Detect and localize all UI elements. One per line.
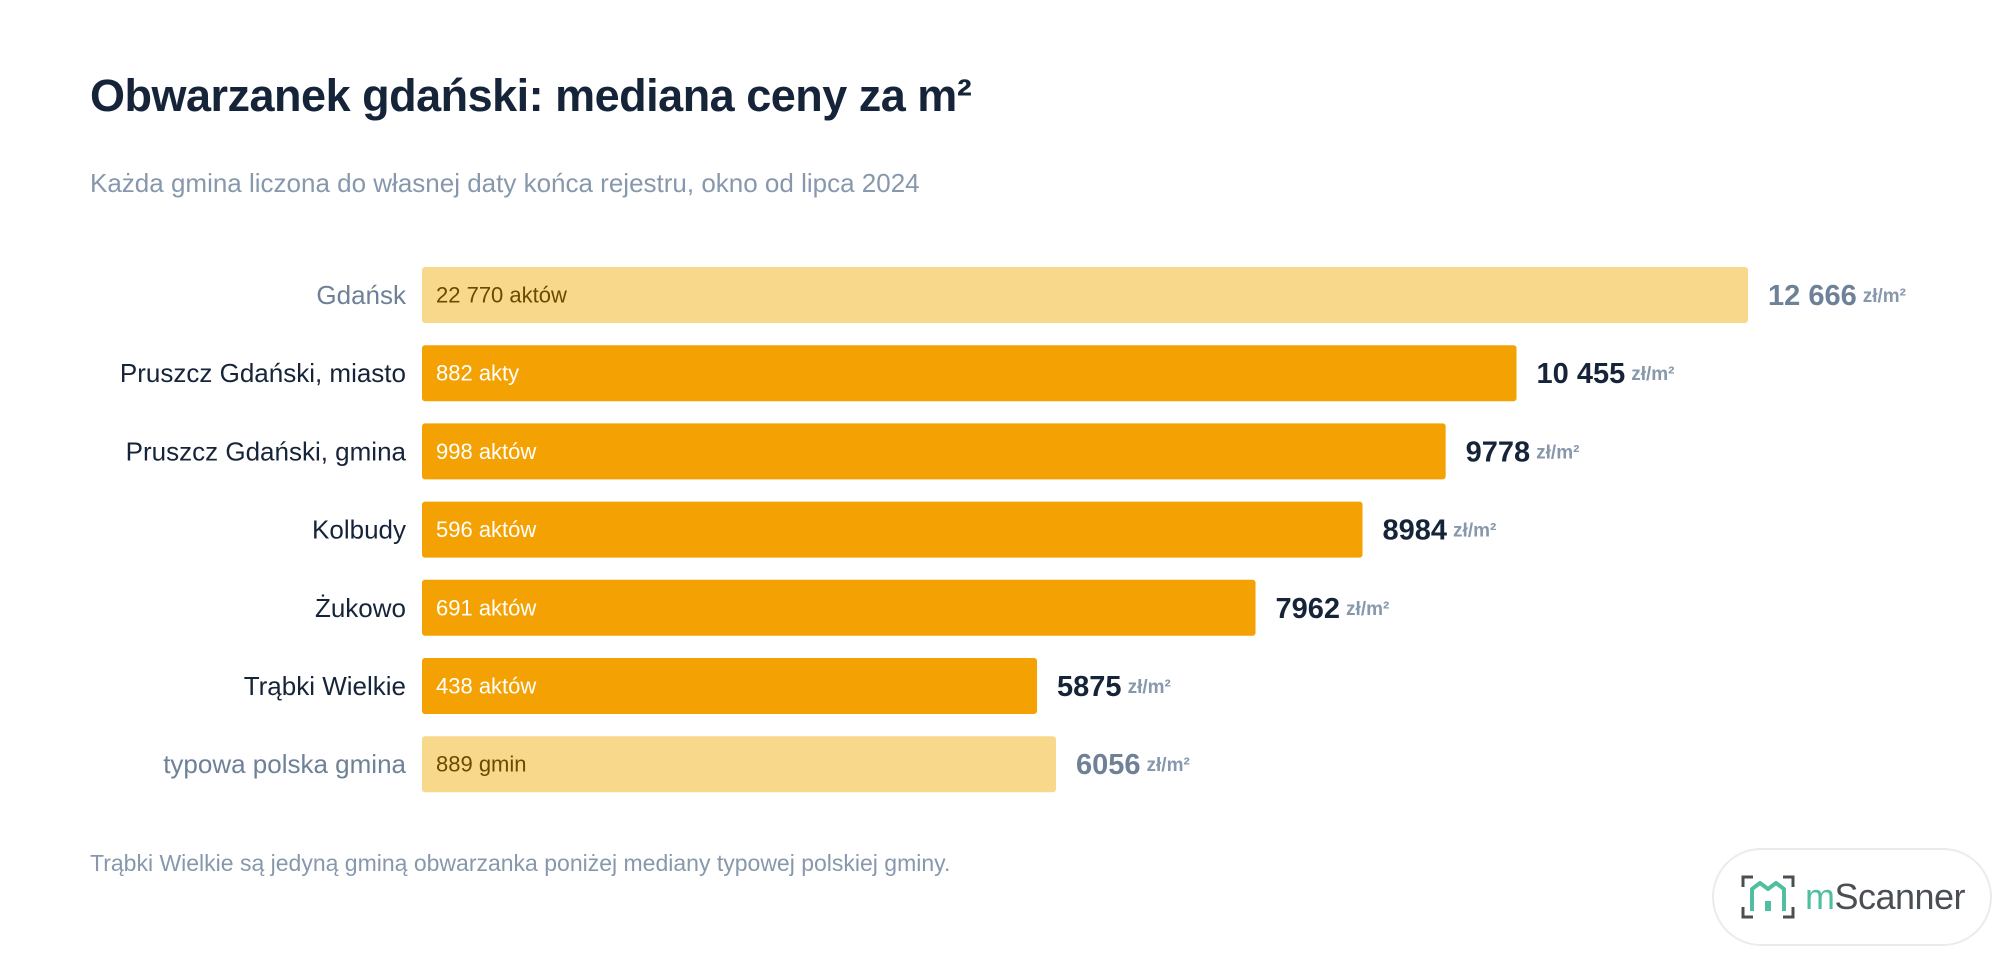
chart-subtitle: Każda gmina liczona do własnej daty końc… (90, 168, 920, 198)
value-unit: zł/m² (1128, 677, 1171, 698)
chart-footnote: Trąbki Wielkie są jedyną gminą obwarzank… (90, 850, 951, 876)
value-number: 9778 (1466, 436, 1531, 468)
bar (422, 579, 1256, 636)
value-label: 10 455 zł/m² (1537, 358, 1675, 390)
bar (422, 423, 1446, 480)
bar-count-label: 998 aktów (436, 439, 536, 464)
logo-name: Scanner (1834, 876, 1966, 917)
bar-count-label: 596 aktów (436, 517, 536, 542)
house-scan-icon (1741, 875, 1795, 919)
bar-count-label: 438 aktów (436, 674, 536, 699)
value-label: 6056 zł/m² (1076, 749, 1190, 781)
bar-count-label: 22 770 aktów (436, 283, 567, 308)
value-number: 7962 (1276, 593, 1341, 625)
chart-title: Obwarzanek gdański: mediana ceny za m² (90, 70, 972, 121)
value-label: 8984 zł/m² (1383, 515, 1497, 547)
bar (422, 345, 1517, 402)
bar-count-label: 691 aktów (436, 595, 536, 620)
value-label: 5875 zł/m² (1057, 671, 1171, 703)
value-number: 6056 (1076, 749, 1141, 781)
bar-count-label: 882 akty (436, 361, 519, 386)
category-label: Kolbudy (312, 515, 406, 545)
category-label: Trąbki Wielkie (244, 671, 406, 701)
value-label: 12 666 zł/m² (1768, 280, 1906, 312)
value-number: 10 455 (1537, 358, 1626, 390)
bar (422, 267, 1748, 323)
bar (422, 658, 1038, 714)
value-unit: zł/m² (1453, 520, 1496, 541)
value-unit: zł/m² (1346, 598, 1389, 619)
category-label: Żukowo (315, 593, 406, 623)
value-unit: zł/m² (1536, 442, 1579, 463)
value-unit: zł/m² (1147, 755, 1190, 776)
value-label: 9778 zł/m² (1466, 436, 1580, 468)
value-unit: zł/m² (1631, 364, 1674, 385)
value-label: 7962 zł/m² (1276, 593, 1390, 625)
bar-count-label: 889 gmin (436, 752, 527, 777)
bar (422, 736, 1057, 793)
bar (422, 501, 1363, 558)
category-label: Pruszcz Gdański, miasto (120, 358, 406, 388)
logo-wordmark: mScanner (1804, 876, 1966, 918)
category-label: typowa polska gmina (163, 749, 406, 779)
logo-prefix: m (1804, 876, 1835, 917)
category-label: Pruszcz Gdański, gmina (126, 436, 407, 466)
category-label: Gdańsk (316, 280, 407, 310)
value-number: 8984 (1383, 515, 1448, 547)
mscanner-logo: mScanner (1712, 848, 1992, 946)
value-number: 5875 (1057, 671, 1122, 703)
value-number: 12 666 (1768, 280, 1857, 312)
value-unit: zł/m² (1863, 286, 1906, 307)
